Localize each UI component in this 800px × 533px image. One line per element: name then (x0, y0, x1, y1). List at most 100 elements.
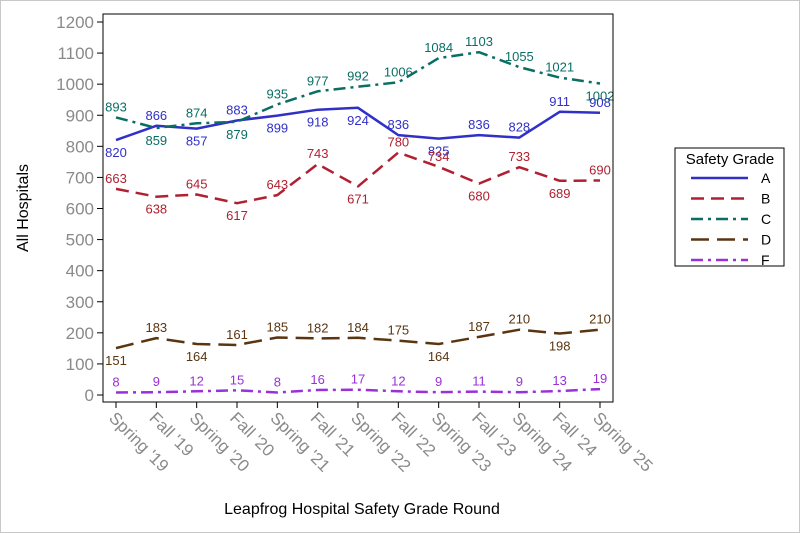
data-label: 645 (186, 177, 208, 192)
y-tick-label: 100 (66, 355, 94, 374)
y-tick-label: 900 (66, 106, 94, 125)
data-label: 8 (112, 375, 119, 390)
y-tick-label: 400 (66, 262, 94, 281)
data-label: 8 (274, 375, 281, 390)
data-label: 911 (549, 94, 570, 109)
y-axis-title: All Hospitals (15, 164, 32, 252)
data-label: 187 (468, 319, 490, 334)
y-tick-label: 300 (66, 293, 94, 312)
data-label: 780 (387, 135, 409, 150)
x-tick-label: Spring '25 (589, 408, 656, 475)
series-line-f (115, 387, 601, 394)
y-tick-label: 800 (66, 137, 94, 156)
data-label: 13 (552, 373, 566, 388)
data-label: 836 (387, 117, 409, 132)
data-label: 9 (153, 374, 160, 389)
data-label: 859 (145, 133, 167, 148)
data-label: 164 (186, 349, 208, 364)
data-label: 16 (310, 372, 324, 387)
series-lines (115, 50, 601, 394)
data-label: 825 (428, 144, 450, 159)
series-line-c (115, 50, 601, 130)
legend-label-b: B (761, 191, 770, 207)
data-label: 836 (468, 117, 490, 132)
data-label: 210 (508, 312, 530, 327)
data-label: 161 (226, 327, 248, 342)
data-label: 663 (105, 171, 127, 186)
data-label: 883 (226, 103, 248, 118)
data-label: 734 (428, 149, 450, 164)
data-label: 879 (226, 127, 248, 142)
data-label: 643 (266, 177, 288, 192)
data-label: 690 (589, 163, 611, 178)
data-label: 1084 (424, 40, 453, 55)
data-label: 992 (347, 69, 369, 84)
data-label: 638 (145, 202, 167, 217)
plot-area-border (102, 13, 614, 403)
data-label: 1055 (505, 49, 534, 64)
data-label: 874 (186, 105, 208, 120)
y-tick-label: 500 (66, 231, 94, 250)
y-tick-label: 200 (66, 324, 94, 343)
data-label: 743 (307, 146, 329, 161)
y-tick-label: 1200 (56, 13, 94, 32)
legend-label-c: C (761, 211, 771, 227)
data-label: 1021 (545, 60, 574, 75)
legend-label-f: F (761, 252, 770, 268)
data-label: 671 (347, 191, 369, 206)
data-label: 9 (516, 374, 523, 389)
data-label: 182 (307, 320, 329, 335)
y-tick-label: 1000 (56, 75, 94, 94)
data-label: 19 (593, 371, 607, 386)
data-label: 689 (549, 186, 571, 201)
x-axis-title: Leapfrog Hospital Safety Grade Round (224, 501, 500, 518)
data-label: 899 (266, 121, 288, 136)
data-label: 17 (351, 372, 365, 387)
data-label: 12 (189, 373, 203, 388)
data-label: 893 (105, 99, 127, 114)
data-label: 935 (266, 86, 288, 101)
legend-label-d: D (761, 232, 771, 248)
data-label: 1103 (465, 34, 493, 49)
data-label: 857 (186, 134, 208, 149)
data-label: 924 (347, 113, 369, 128)
data-label: 908 (589, 95, 611, 110)
data-label: 918 (307, 115, 329, 130)
data-label: 15 (230, 372, 244, 387)
data-label: 164 (428, 349, 450, 364)
data-label: 11 (472, 374, 486, 389)
data-label: 12 (391, 373, 405, 388)
data-label: 828 (508, 120, 530, 135)
data-label: 9 (435, 374, 442, 389)
data-label: 184 (347, 320, 369, 335)
y-tick-label: 1100 (57, 44, 94, 63)
data-label: 866 (145, 108, 167, 123)
legend-box (674, 147, 785, 267)
data-label: 210 (589, 312, 611, 327)
data-label: 617 (226, 208, 248, 223)
legend-label-a: A (761, 170, 771, 186)
data-label: 198 (549, 338, 571, 353)
series-line-d (115, 328, 601, 350)
data-label: 1006 (384, 64, 413, 79)
data-label: 1002 (586, 89, 615, 104)
data-label: 977 (307, 73, 329, 88)
series-line-a (115, 106, 601, 142)
series-line-b (115, 151, 601, 205)
data-label: 151 (105, 353, 127, 368)
y-axis: 0 100 200 300 400 500 600 700 800 900 1000 1100 1200 (56, 13, 103, 405)
legend-title: Safety Grade (686, 151, 774, 168)
y-tick-label: 700 (66, 168, 94, 187)
data-label: 185 (266, 319, 288, 334)
data-label: 175 (387, 323, 409, 338)
y-tick-label: 0 (85, 386, 94, 405)
data-label: 680 (468, 189, 490, 204)
data-label: 183 (145, 320, 167, 335)
data-label: 733 (508, 149, 530, 164)
data-label: 820 (105, 145, 127, 160)
y-tick-label: 600 (66, 200, 94, 219)
